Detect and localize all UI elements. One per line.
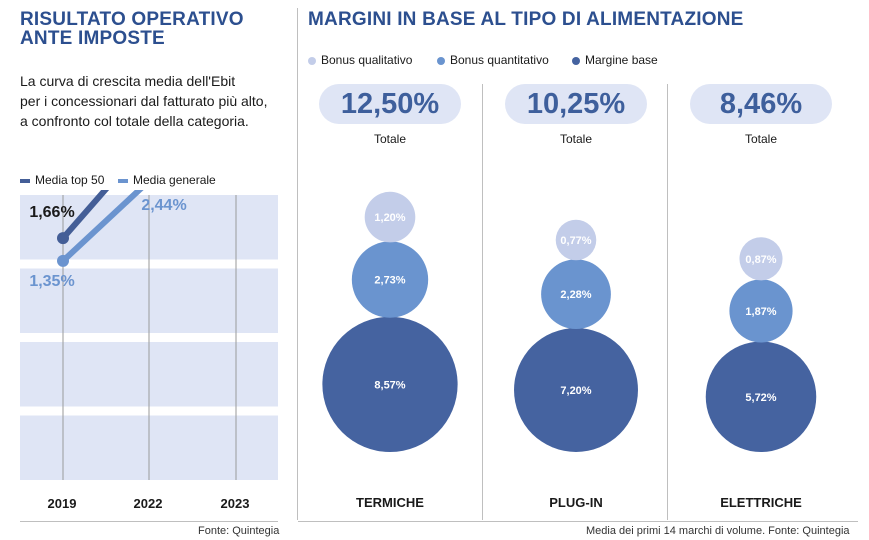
bubble-label: 8,57% bbox=[374, 379, 405, 391]
bubble-bonus-quantitativo bbox=[541, 259, 611, 330]
bubble-margine-base bbox=[705, 341, 817, 452]
panel-divider bbox=[297, 8, 298, 520]
data-label: 2,44% bbox=[141, 197, 186, 214]
description-line: a confronto col totale della categoria. bbox=[20, 113, 249, 129]
bubble-label: 5,72% bbox=[745, 392, 776, 404]
series-line-generale bbox=[60, 190, 144, 264]
legend-bonus-quantitativo: Bonus quantitativo bbox=[437, 53, 549, 67]
bubble-label: 2,73% bbox=[374, 275, 405, 287]
left-description: La curva di crescita media dell'Ebit per… bbox=[20, 71, 267, 131]
legend-label-margine: Margine base bbox=[585, 53, 658, 67]
legend-margine-base: Margine base bbox=[572, 53, 658, 67]
category-elettriche: ELETTRICHE bbox=[720, 495, 802, 510]
chart-series bbox=[57, 190, 144, 267]
legend-bonus-qualitativo: Bonus qualitativo bbox=[308, 53, 412, 67]
bubble-margine-base bbox=[514, 328, 638, 452]
legend-swatch-top50 bbox=[20, 178, 30, 183]
description-line: per i concessionari dal fatturato più al… bbox=[20, 93, 268, 109]
totale-label-elettriche: Totale bbox=[744, 132, 778, 146]
data-label: 2,82% bbox=[213, 190, 258, 191]
category-termiche: TERMICHE bbox=[356, 495, 424, 510]
left-title: RISULTATO OPERATIVO ANTE IMPOSTE bbox=[20, 10, 244, 48]
description-line: La curva di crescita media dell'Ebit bbox=[20, 73, 236, 89]
data-label: 1,66% bbox=[29, 204, 74, 221]
bubble-bonus-quantitativo bbox=[351, 241, 429, 318]
legend-swatch-quantitativo bbox=[437, 56, 445, 65]
totale-label-termiche: Totale bbox=[373, 132, 407, 146]
legend-label-top50: Media top 50 bbox=[35, 173, 105, 187]
right-title: MARGINI IN BASE AL TIPO DI ALIMENTAZIONE bbox=[308, 9, 744, 30]
legend-swatch-qualitativo bbox=[308, 56, 316, 65]
legend-generale: Media generale bbox=[118, 173, 216, 187]
line-chart: 1,66%3,00%3,11%1,35%2,44%2,82% bbox=[20, 190, 278, 480]
legend-label-generale: Media generale bbox=[133, 173, 216, 187]
x-tick-2022: 2022 bbox=[133, 496, 163, 511]
bubble-label: 7,20% bbox=[560, 385, 591, 397]
totale-label-plugin: Totale bbox=[559, 132, 593, 146]
data-label: 1,35% bbox=[29, 273, 74, 290]
legend-label-qualitativo: Bonus qualitativo bbox=[321, 53, 413, 67]
right-bottom-rule bbox=[298, 521, 858, 522]
series-line-top50 bbox=[60, 190, 110, 241]
column-divider-2 bbox=[667, 84, 668, 520]
bubble-label: 2,28% bbox=[560, 289, 591, 301]
series-point bbox=[57, 232, 69, 245]
bubble-label: 1,20% bbox=[374, 212, 405, 224]
bubble-label: 0,77% bbox=[560, 235, 591, 247]
legend-top50: Media top 50 bbox=[20, 173, 104, 187]
left-bottom-rule bbox=[20, 521, 278, 522]
chart-data-labels: 1,66%3,00%3,11%1,35%2,44%2,82% bbox=[29, 190, 258, 290]
bubble-stacks: 8,57% 2,73% 1,20% 7,20% 2,28% 0,77% 5,72% 1,87%… bbox=[322, 191, 817, 452]
total-plugin: 10,25% bbox=[505, 84, 647, 124]
legend-label-quantitativo: Bonus quantitativo bbox=[450, 53, 549, 67]
left-title-line2: ANTE IMPOSTE bbox=[20, 28, 165, 49]
right-source: Media dei primi 14 marchi di volume. Fon… bbox=[586, 525, 850, 537]
x-tick-2023: 2023 bbox=[220, 496, 250, 511]
total-termiche: 12,50% bbox=[319, 84, 461, 124]
legend-swatch-generale bbox=[118, 178, 128, 183]
legend-swatch-margine bbox=[572, 56, 580, 65]
bubble-bonus-qualitativo bbox=[555, 219, 597, 261]
category-plugin: PLUG-IN bbox=[549, 495, 603, 510]
column-divider-1 bbox=[482, 84, 483, 520]
total-elettriche: 8,46% bbox=[690, 84, 832, 124]
bubble-margine-base bbox=[322, 316, 458, 452]
bubble-label: 1,87% bbox=[745, 306, 776, 318]
left-source: Fonte: Quintegia bbox=[198, 525, 280, 537]
series-point bbox=[57, 254, 69, 267]
left-title-line1: RISULTATO OPERATIVO bbox=[20, 9, 244, 30]
bubble-chart: 8,57% 2,73% 1,20% 7,20% 2,28% 0,77% 5,72% 1,87%… bbox=[322, 191, 817, 452]
bubble-bonus-quantitativo bbox=[729, 279, 793, 343]
bubble-bonus-qualitativo bbox=[739, 237, 783, 281]
x-tick-2019: 2019 bbox=[47, 496, 77, 511]
bubble-bonus-qualitativo bbox=[364, 191, 416, 243]
bubble-label: 0,87% bbox=[745, 254, 776, 266]
